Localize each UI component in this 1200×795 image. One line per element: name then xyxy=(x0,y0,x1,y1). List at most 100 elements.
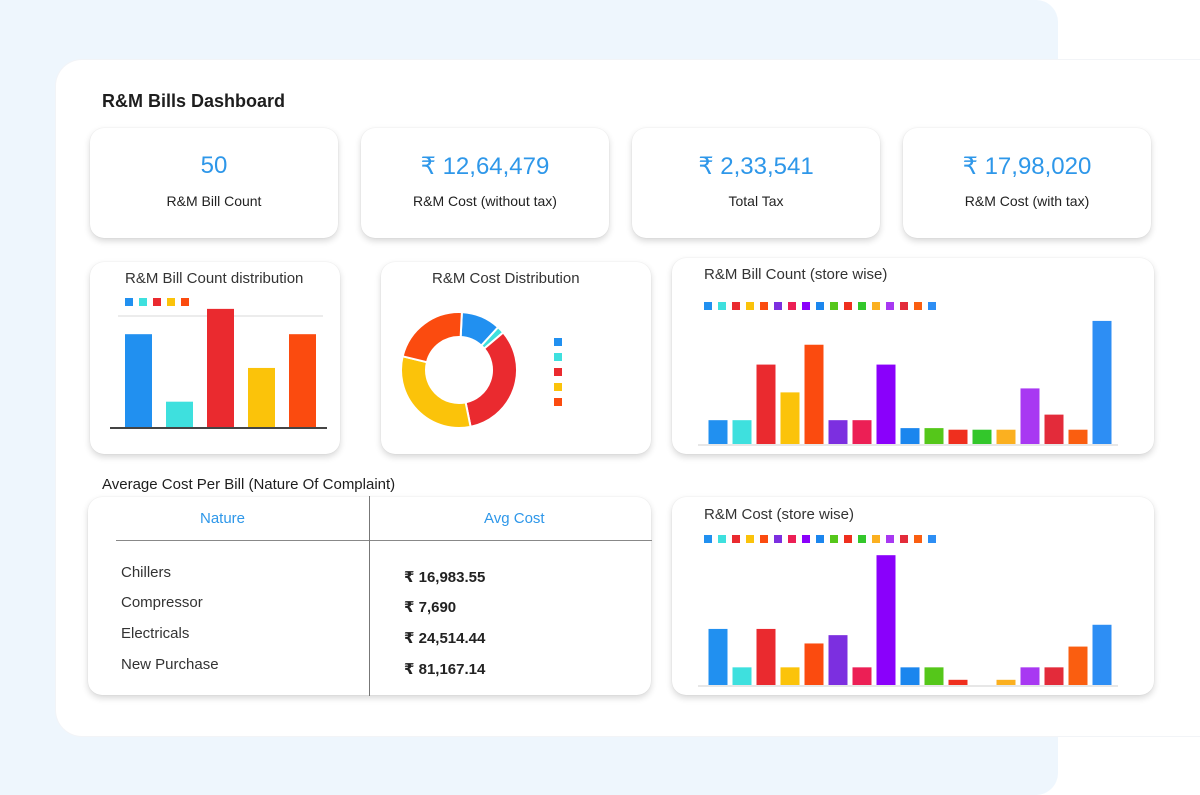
legend-swatch xyxy=(732,302,740,310)
kpi-label: R&M Bill Count xyxy=(166,193,262,209)
legend-swatch xyxy=(732,535,740,543)
legend-swatch xyxy=(704,302,712,310)
bar xyxy=(732,420,752,444)
kpi-value: ₹ 17,98,020 xyxy=(962,153,1092,180)
kpi-label: R&M Cost (without tax) xyxy=(413,193,557,209)
legend-swatch xyxy=(167,298,175,306)
cost-distribution-chart xyxy=(400,311,518,429)
table-cell-cost: ₹ 7,690 xyxy=(404,599,457,616)
chart-card-bill-count-distribution: R&M Bill Count distribution xyxy=(90,262,340,454)
legend-swatch xyxy=(872,535,880,543)
legend-swatch xyxy=(774,302,782,310)
donut-slice xyxy=(464,331,518,429)
bar xyxy=(780,667,800,685)
bar xyxy=(876,364,896,444)
legend-swatch xyxy=(760,302,768,310)
bar xyxy=(948,679,968,685)
bar xyxy=(1092,624,1112,685)
cost-store-wise-chart xyxy=(698,555,1118,687)
bar xyxy=(708,420,728,444)
bar xyxy=(732,667,752,685)
legend-swatch xyxy=(153,298,161,306)
bar xyxy=(125,334,152,427)
chart-legend xyxy=(125,298,189,306)
bar xyxy=(828,635,848,685)
legend-swatch xyxy=(554,368,562,376)
legend-swatch xyxy=(718,535,726,543)
bar xyxy=(1044,414,1064,444)
page-title: R&M Bills Dashboard xyxy=(102,91,286,111)
table-title: Average Cost Per Bill (Nature Of Complai… xyxy=(102,476,396,493)
chart-title: R&M Cost Distribution xyxy=(432,270,580,287)
bar xyxy=(924,428,944,444)
kpi-label: Total Tax xyxy=(728,193,784,209)
bar xyxy=(828,420,848,444)
legend-swatch xyxy=(886,535,894,543)
legend-swatch xyxy=(872,302,880,310)
kpi-card-cost-with-tax[interactable]: ₹ 17,98,020 R&M Cost (with tax) xyxy=(903,128,1151,238)
chart-card-cost-store-wise: R&M Cost (store wise) xyxy=(672,497,1154,695)
table-cell-nature: New Purchase xyxy=(121,656,219,673)
legend-swatch xyxy=(802,302,810,310)
table-cell-cost: ₹ 24,514.44 xyxy=(404,630,486,647)
kpi-card-cost-without-tax[interactable]: ₹ 12,64,479 R&M Cost (without tax) xyxy=(361,128,609,238)
chart-card-bill-count-store-wise: R&M Bill Count (store wise) xyxy=(672,258,1154,454)
kpi-card-bill-count[interactable]: 50 R&M Bill Count xyxy=(90,128,338,238)
chart-title: R&M Cost (store wise) xyxy=(704,506,855,523)
legend-swatch xyxy=(746,535,754,543)
kpi-card-total-tax[interactable]: ₹ 2,33,541 Total Tax xyxy=(632,128,880,238)
legend-swatch xyxy=(900,302,908,310)
legend-swatch xyxy=(816,302,824,310)
table-cell-nature: Chillers xyxy=(121,564,172,581)
legend-swatch xyxy=(788,535,796,543)
legend-swatch xyxy=(554,353,562,361)
bar xyxy=(207,308,234,427)
legend-swatch xyxy=(830,302,838,310)
legend-swatch xyxy=(746,302,754,310)
legend-swatch xyxy=(788,302,796,310)
legend-swatch xyxy=(830,535,838,543)
table-header-nature[interactable]: Nature xyxy=(200,510,246,527)
donut-slice xyxy=(401,311,463,364)
chart-title: R&M Bill Count distribution xyxy=(125,270,304,287)
legend-swatch xyxy=(844,302,852,310)
bar xyxy=(972,429,992,444)
legend-swatch xyxy=(858,535,866,543)
bar xyxy=(804,643,824,685)
legend-swatch xyxy=(914,302,922,310)
kpi-label: R&M Cost (with tax) xyxy=(964,193,1090,209)
legend-swatch xyxy=(718,302,726,310)
bar xyxy=(1020,667,1040,685)
table-cell-cost: ₹ 81,167.14 xyxy=(404,661,486,678)
kpi-value: ₹ 12,64,479 xyxy=(420,153,550,180)
bar xyxy=(852,420,872,444)
legend-swatch xyxy=(554,383,562,391)
legend-swatch xyxy=(886,302,894,310)
bar xyxy=(756,364,776,444)
legend-swatch xyxy=(125,298,133,306)
legend-swatch xyxy=(554,398,562,406)
bar xyxy=(996,429,1016,444)
legend-swatch xyxy=(139,298,147,306)
legend-swatch xyxy=(802,535,810,543)
bar xyxy=(756,628,776,685)
bar xyxy=(1044,667,1064,685)
table-column-divider xyxy=(369,496,370,696)
legend-swatch xyxy=(928,535,936,543)
legend-swatch xyxy=(774,535,782,543)
bar xyxy=(852,667,872,685)
bar xyxy=(996,679,1016,685)
bar xyxy=(876,555,896,685)
bar xyxy=(1020,388,1040,444)
bar xyxy=(248,367,275,427)
table-cell-nature: Electricals xyxy=(121,625,190,642)
legend-swatch xyxy=(760,535,768,543)
bill-count-distribution-chart xyxy=(110,308,327,429)
chart-title: R&M Bill Count (store wise) xyxy=(704,266,888,283)
legend-swatch xyxy=(844,535,852,543)
table-header-avg-cost[interactable]: Avg Cost xyxy=(484,510,545,527)
chart-legend xyxy=(704,535,936,543)
legend-swatch xyxy=(554,338,562,346)
chart-legend xyxy=(554,338,562,406)
bar xyxy=(1068,646,1088,685)
